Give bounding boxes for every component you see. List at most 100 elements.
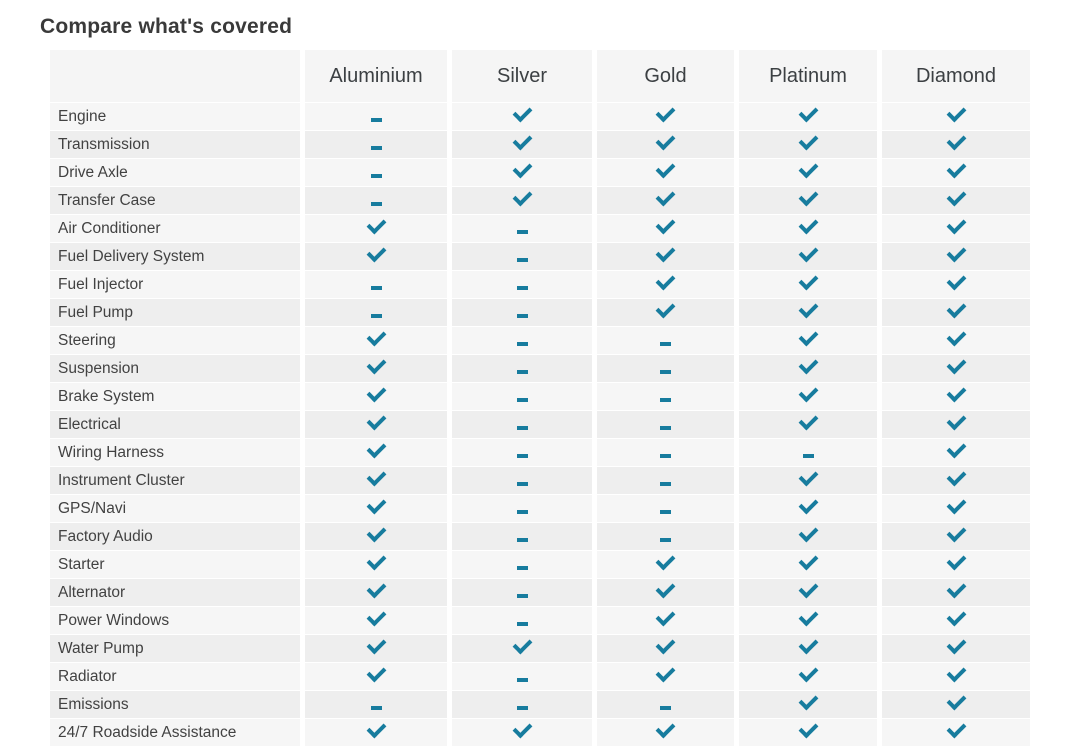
check-icon <box>655 662 676 683</box>
check-icon <box>798 466 818 487</box>
check-icon <box>798 662 818 683</box>
check-icon <box>946 186 966 207</box>
dash-icon <box>516 425 528 430</box>
check-icon <box>655 606 676 627</box>
check-icon <box>798 242 818 263</box>
check-icon <box>946 522 966 543</box>
check-icon <box>655 550 676 571</box>
coverage-cell <box>452 467 592 494</box>
feature-label: Wiring Harness <box>50 439 300 466</box>
dash-icon <box>516 481 528 486</box>
check-icon <box>946 214 966 235</box>
table-row: Steering <box>50 326 1030 354</box>
dash-icon <box>660 425 671 430</box>
feature-label: Emissions <box>50 691 300 718</box>
dash-icon <box>370 285 382 290</box>
dash-icon <box>516 341 528 346</box>
coverage-cell <box>452 439 592 466</box>
check-icon <box>946 634 966 655</box>
coverage-cell <box>452 158 592 186</box>
dash-icon <box>370 173 382 178</box>
coverage-cell <box>739 578 877 606</box>
check-icon <box>512 186 532 207</box>
check-icon <box>798 634 818 655</box>
check-icon <box>366 718 386 739</box>
compare-coverage-page: Compare what's covered Aluminium Silver … <box>0 15 1080 747</box>
table-row: Fuel Pump <box>50 298 1030 326</box>
check-icon <box>512 158 532 179</box>
dash-icon <box>516 537 528 542</box>
coverage-cell <box>305 438 447 466</box>
check-icon <box>366 578 386 599</box>
check-icon <box>655 718 676 739</box>
feature-label: Suspension <box>50 355 300 382</box>
coverage-cell <box>597 578 734 606</box>
dash-icon <box>660 705 671 710</box>
check-icon <box>798 270 818 291</box>
feature-label: Instrument Cluster <box>50 467 300 494</box>
coverage-cell <box>739 550 877 578</box>
coverage-cell <box>882 158 1030 186</box>
check-icon <box>512 634 532 655</box>
feature-label: Transfer Case <box>50 187 300 214</box>
coverage-cell <box>305 466 447 494</box>
coverage-cell <box>597 383 734 410</box>
check-icon <box>946 242 966 263</box>
check-icon <box>655 158 676 179</box>
coverage-cell <box>739 102 877 130</box>
check-icon <box>366 242 386 263</box>
coverage-cell <box>597 355 734 382</box>
coverage-cell <box>882 662 1030 690</box>
coverage-cell <box>452 411 592 438</box>
coverage-cell <box>305 494 447 522</box>
dash-icon <box>516 565 528 570</box>
coverage-cell <box>739 522 877 550</box>
coverage-cell <box>882 354 1030 382</box>
check-icon <box>366 354 386 375</box>
coverage-cell <box>452 327 592 354</box>
coverage-cell <box>452 607 592 634</box>
coverage-cell <box>305 382 447 410</box>
table-row: Air Conditioner <box>50 214 1030 242</box>
dash-icon <box>516 285 528 290</box>
coverage-cell <box>305 354 447 382</box>
check-icon <box>798 186 818 207</box>
check-icon <box>655 214 676 235</box>
plan-header-diamond: Diamond <box>882 50 1030 102</box>
coverage-cell <box>452 243 592 270</box>
check-icon <box>512 130 532 151</box>
dash-icon <box>370 201 382 206</box>
feature-label: Brake System <box>50 383 300 410</box>
coverage-cell <box>452 579 592 606</box>
dash-icon <box>370 117 382 122</box>
table-row: Fuel Delivery System <box>50 242 1030 270</box>
check-icon <box>366 326 386 347</box>
dash-icon <box>660 369 671 374</box>
check-icon <box>946 718 966 739</box>
feature-label: Factory Audio <box>50 523 300 550</box>
dash-icon <box>660 453 671 458</box>
coverage-cell <box>597 270 734 298</box>
check-icon <box>798 606 818 627</box>
coverage-cell <box>597 691 734 718</box>
dash-icon <box>516 453 528 458</box>
coverage-cell <box>452 102 592 130</box>
coverage-cell <box>882 270 1030 298</box>
feature-label: Electrical <box>50 411 300 438</box>
coverage-cell <box>597 214 734 242</box>
check-icon <box>655 130 676 151</box>
coverage-cell <box>882 494 1030 522</box>
check-icon <box>655 186 676 207</box>
coverage-cell <box>882 102 1030 130</box>
coverage-cell <box>597 186 734 214</box>
check-icon <box>655 578 676 599</box>
plan-header-silver: Silver <box>452 50 592 102</box>
plan-header-gold: Gold <box>597 50 734 102</box>
coverage-cell <box>597 130 734 158</box>
table-row: Factory Audio <box>50 522 1030 550</box>
coverage-cell <box>739 494 877 522</box>
coverage-cell <box>882 382 1030 410</box>
coverage-cell <box>597 550 734 578</box>
plan-header-aluminium: Aluminium <box>305 50 447 102</box>
dash-icon <box>516 257 528 262</box>
